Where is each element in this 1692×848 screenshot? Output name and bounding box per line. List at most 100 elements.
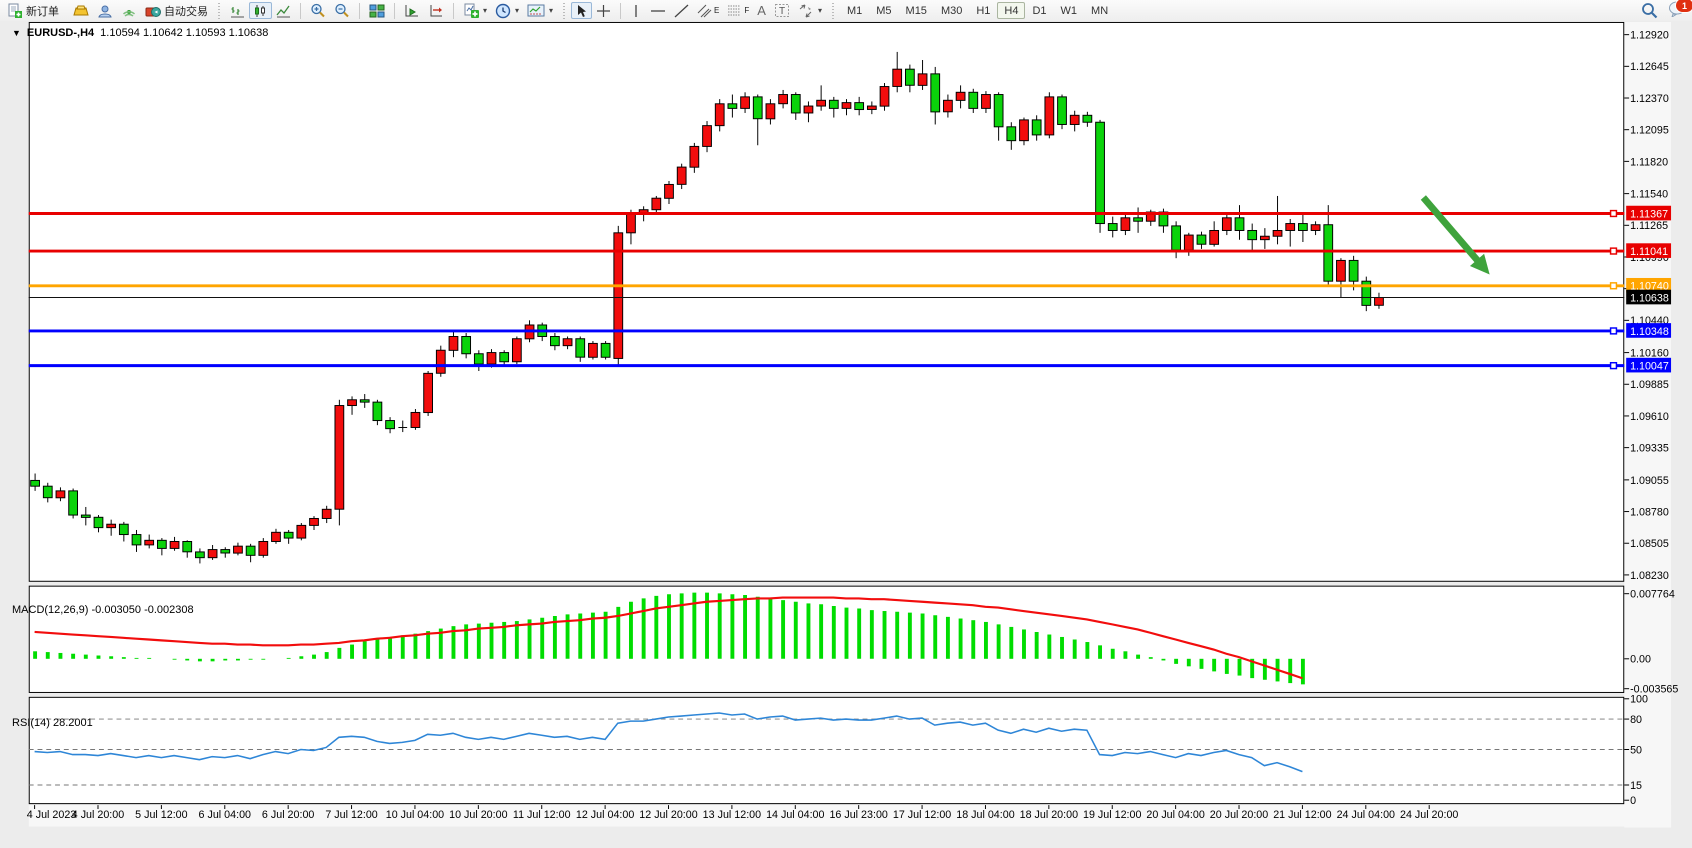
price-line-label-bg	[1626, 205, 1672, 221]
candle-bear	[575, 338, 586, 358]
chart-canvas[interactable]: 1.12920 1.12645 1.12370 1.12095 1.11820 1.115…	[0, 21, 1692, 848]
candle-bull	[511, 338, 522, 363]
crosshair-tool-button[interactable]	[592, 2, 615, 19]
clock-icon	[495, 3, 511, 18]
price-axis[interactable]: 1.12920 1.12645 1.12370 1.12095 1.11820 1.115…	[1624, 30, 1678, 808]
candle-bear	[790, 94, 801, 114]
toolbar-gripper[interactable]	[562, 2, 567, 19]
svg-text:T: T	[779, 6, 785, 17]
price-axis-label: 1.12095	[1630, 125, 1669, 137]
candle-bull	[917, 73, 928, 86]
text-tool-icon: A	[757, 3, 766, 18]
timeframe-button-h1[interactable]: H1	[976, 4, 991, 17]
price-line-marker[interactable]	[1609, 209, 1618, 218]
timeframe-button-m15[interactable]: M15	[905, 4, 927, 17]
candle-bear	[1298, 223, 1308, 231]
price-line-marker[interactable]	[1609, 327, 1618, 335]
candle-bear	[461, 336, 472, 355]
timeframe-button-m30[interactable]: M30	[940, 4, 963, 17]
community-button[interactable]	[93, 2, 117, 19]
macd-pane[interactable]	[28, 585, 1625, 693]
zoom-in-button[interactable]	[306, 2, 330, 19]
trendline-tool[interactable]	[670, 2, 693, 19]
candle-bull	[448, 336, 459, 351]
candle-bear	[1171, 225, 1181, 251]
candle-bull	[803, 105, 814, 114]
price-line-marker[interactable]	[1609, 282, 1618, 290]
timeframe-button-mn[interactable]: MN	[1091, 4, 1109, 17]
search-icon[interactable]	[1641, 2, 1658, 19]
price-axis-label: 1.09610	[1630, 411, 1669, 423]
bar-chart-button[interactable]	[226, 2, 249, 19]
market-button[interactable]	[69, 2, 93, 19]
candle-bear	[1006, 126, 1017, 142]
signal-icon	[122, 9, 136, 17]
timeframe-button-h4[interactable]: H4	[997, 2, 1026, 19]
candle-bear	[372, 401, 383, 422]
fibonacci-tool[interactable]: F	[723, 2, 753, 19]
price-line-marker[interactable]	[1609, 247, 1618, 255]
toolbar-gripper[interactable]	[217, 2, 221, 19]
drawn-arrow-annotation[interactable]	[1420, 195, 1490, 275]
candle-bear	[854, 102, 865, 111]
template-button[interactable]: ▾	[523, 2, 557, 19]
timeframe-button-w1[interactable]: W1	[1060, 4, 1078, 17]
text-label-tool[interactable]: T	[770, 2, 794, 19]
candle-bear	[42, 485, 53, 499]
channel-tool[interactable]: E	[693, 2, 723, 19]
candle-bull	[410, 411, 421, 428]
candle-bear	[727, 103, 738, 109]
candle-bull	[1259, 235, 1270, 241]
chat-button[interactable]: 1	[1668, 0, 1692, 20]
shapes-dropdown-caret[interactable]: ▾	[817, 6, 822, 15]
text-tool[interactable]: A	[753, 2, 770, 19]
candlestick-chart-button[interactable]	[249, 2, 272, 19]
chart-shift-button[interactable]	[424, 2, 448, 19]
candle-bull	[347, 399, 357, 407]
shapes-tool[interactable]: ▾	[794, 2, 826, 19]
period-dropdown-caret[interactable]: ▾	[515, 6, 520, 15]
template-dropdown-caret[interactable]: ▾	[549, 6, 554, 15]
cursor-tool-button[interactable]	[571, 2, 593, 19]
tile-windows-button[interactable]	[365, 2, 389, 19]
candle-bull	[1272, 229, 1283, 237]
new-chart-button[interactable]: ▾	[459, 2, 491, 19]
zoom-out-button[interactable]	[330, 2, 354, 19]
macd-series	[33, 592, 1305, 685]
chart-window[interactable]: 1.12920 1.12645 1.12370 1.12095 1.11820 1.115…	[0, 21, 1692, 848]
candle-bull	[207, 549, 218, 559]
tile-windows-icon	[369, 4, 385, 17]
price-lines	[28, 209, 1625, 370]
new-order-button[interactable]: 新订单	[3, 2, 63, 19]
price-line-marker[interactable]	[1609, 361, 1618, 370]
timeframe-button-m1[interactable]: M1	[846, 4, 863, 17]
time-axis-label: 10 Jul 20:00	[449, 809, 507, 821]
arrow-head	[1469, 253, 1490, 275]
candle-bear	[182, 540, 193, 553]
candle-bear	[1133, 217, 1143, 222]
candle-bear	[245, 545, 256, 556]
shapes-arrows-icon	[799, 4, 812, 17]
toolbar-gripper[interactable]	[830, 2, 835, 19]
price-line-label: 1.10348	[1630, 326, 1669, 338]
window-menu-icon[interactable]: ▼	[12, 28, 21, 38]
main-pane[interactable]	[28, 21, 1625, 582]
timeframe-button-d1[interactable]: D1	[1032, 4, 1047, 17]
rsi-indicator-label: RSI(14) 28.2001	[12, 717, 93, 729]
new-chart-dropdown-caret[interactable]: ▾	[483, 6, 488, 15]
period-button[interactable]: ▾	[491, 2, 523, 19]
rsi-pane[interactable]	[28, 696, 1625, 805]
signals-button[interactable]	[117, 2, 141, 19]
autoscroll-button[interactable]	[400, 2, 424, 19]
line-chart-button[interactable]	[272, 2, 295, 19]
candle-bull	[1336, 259, 1346, 282]
vertical-line-tool[interactable]	[626, 2, 646, 19]
horizontal-line-tool[interactable]	[646, 2, 670, 19]
time-axis-label: 11 Jul 12:00	[513, 809, 571, 821]
candle-bull	[1044, 96, 1055, 136]
timeframe-button-m5[interactable]: M5	[876, 4, 892, 17]
autotrade-button[interactable]: 自动交易	[141, 2, 212, 19]
candle-bull	[562, 338, 573, 347]
candle-bull	[321, 508, 332, 519]
